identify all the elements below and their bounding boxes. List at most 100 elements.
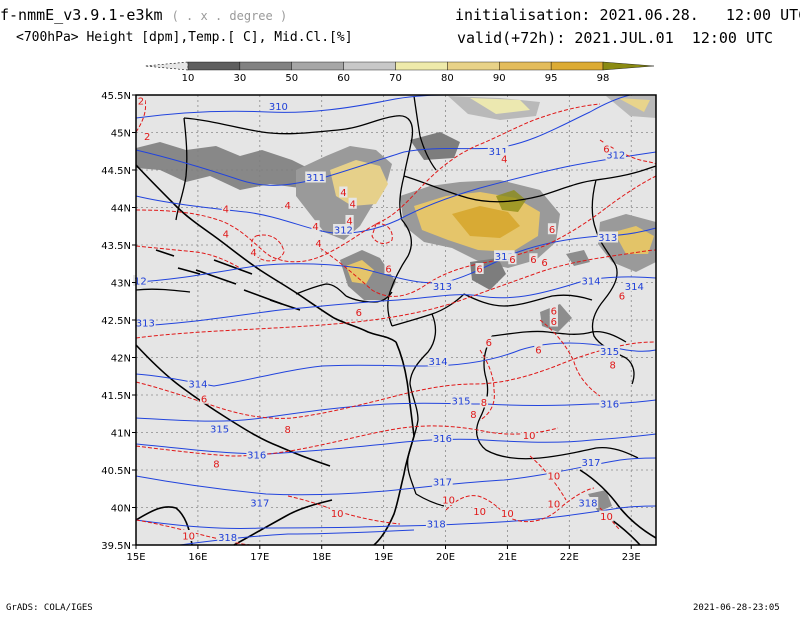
height-contour-label: 315 [600, 347, 619, 358]
colorbar-swatch [499, 61, 552, 71]
height-contour-label: 316 [247, 451, 266, 462]
height-contour-label-bg [450, 395, 472, 406]
height-contour-label: 312 [495, 252, 514, 263]
cloud-patch [410, 132, 460, 160]
height-contour-label-bg [487, 145, 509, 157]
temperature-contour-label-bg [441, 494, 456, 505]
temperature-contour-label: 6 [385, 265, 391, 276]
height-contour-label: 12 [134, 277, 147, 288]
cloud-patch [614, 226, 654, 254]
temperature-contour-label: 4 [315, 239, 321, 250]
temperature-contour-label-bg [521, 429, 537, 441]
temperature-contour-label: 4 [312, 222, 318, 233]
temperature-contour [251, 234, 285, 262]
temperature-contour-label-bg [143, 130, 152, 142]
height-contour-label-bg [597, 231, 619, 243]
colorbar-under [144, 61, 189, 71]
island [213, 259, 253, 275]
lat-tick-label: 40N [111, 504, 131, 515]
height-contour-label-bg [209, 422, 230, 434]
height-contour [135, 276, 657, 327]
border [413, 95, 437, 171]
height-contour-label: 312 [334, 226, 353, 237]
height-contour-label-bg [599, 345, 620, 357]
temperature-contour-label-bg [221, 203, 230, 214]
temperature-contour-label-bg [602, 143, 611, 154]
temperature-contour-label: 6 [476, 265, 482, 276]
height-contour-label: 313 [136, 319, 155, 330]
cloud-patch [618, 98, 650, 112]
temperature-contour-label-bg [546, 470, 562, 481]
height-contour-label: 317 [250, 499, 269, 510]
height-contour-label-bg [624, 280, 645, 292]
colorbar-tick-label: 98 [597, 73, 610, 84]
height-contour-label-bg [577, 497, 599, 508]
lat-tick-label: 44N [111, 204, 131, 215]
temperature-contour-label-bg [475, 263, 484, 274]
render-timestamp: 2021-06-28-23:05 [693, 603, 780, 613]
temperature-contour-label: 8 [609, 361, 615, 372]
border [463, 293, 593, 307]
temperature-contour-label: 4 [250, 248, 256, 259]
height-contour-label-bg [580, 275, 602, 286]
temperature-contour-label: 8 [213, 460, 219, 471]
temperature-contour-label: 10 [331, 509, 344, 520]
height-contour [135, 505, 657, 530]
borders [135, 95, 657, 507]
height-contour-label-bg [580, 456, 602, 468]
height-contour-label: 317 [433, 478, 452, 489]
border [387, 175, 413, 327]
lon-tick-label: 23E [622, 552, 641, 563]
border [415, 493, 445, 507]
lat-tick-label: 45.5N [101, 91, 131, 102]
colorbar-swatch [239, 61, 292, 71]
height-contour-label: 315 [210, 424, 229, 435]
lat-tick-label: 43N [111, 279, 131, 290]
height-contour-label-bg [599, 398, 620, 409]
lat-tick-label: 41N [111, 429, 131, 440]
valid-label: valid(+72h): [457, 29, 566, 47]
temperature-contour-label: 6 [551, 317, 557, 328]
lon-tick-label: 22E [560, 552, 579, 563]
temperature-contour [135, 249, 657, 339]
height-contour-label-bg [133, 275, 148, 286]
temperature-contour-label-bg [354, 306, 363, 318]
height-contour-label: 311 [306, 173, 325, 184]
colorbar-tick-label: 95 [545, 73, 558, 84]
colorbar-tick-label: 70 [389, 73, 402, 84]
temperature-contour-label: 4 [223, 205, 229, 216]
height-contour-label-bg [249, 497, 271, 508]
height-contour-label-bg [605, 149, 627, 160]
temperature-contour-label: 2 [144, 132, 150, 143]
lat-tick-label: 39.5N [101, 541, 131, 552]
grads-credit: GrADS: COLA/IGES [6, 603, 93, 613]
cloud-patch [452, 206, 520, 238]
lat-tick-label: 43.5N [101, 241, 131, 252]
cloud-patch [470, 98, 530, 114]
height-contours [135, 94, 657, 546]
temperature-contour-label-bg [339, 186, 348, 198]
temperature-contour-label: 4 [284, 201, 290, 212]
height-contour-label-bg [432, 476, 453, 487]
cloud-patch [566, 250, 590, 266]
island [155, 249, 175, 257]
temperature-contour [135, 103, 601, 263]
temperature-contour-label-bg [534, 344, 543, 355]
height-contour-label-bg [425, 518, 447, 529]
model-name: f-nmmE_v3.9.1-e3km [0, 6, 163, 24]
island [177, 267, 201, 275]
lon-tick-label: 20E [436, 552, 455, 563]
temperature-contour-label: 6 [619, 292, 625, 303]
temperature-contour-label-bg [608, 359, 617, 370]
height-contour-label: 318 [578, 499, 597, 510]
colorbar-tick-label: 90 [493, 73, 506, 84]
border [295, 283, 347, 297]
height-contour-label-bg [268, 100, 289, 112]
border [183, 115, 414, 177]
temperature-contour [479, 349, 495, 421]
temperature-contour-label-bg [546, 497, 562, 509]
temperature-contour-label: 6 [535, 346, 541, 357]
temperature-contour-label-bg [599, 510, 614, 522]
